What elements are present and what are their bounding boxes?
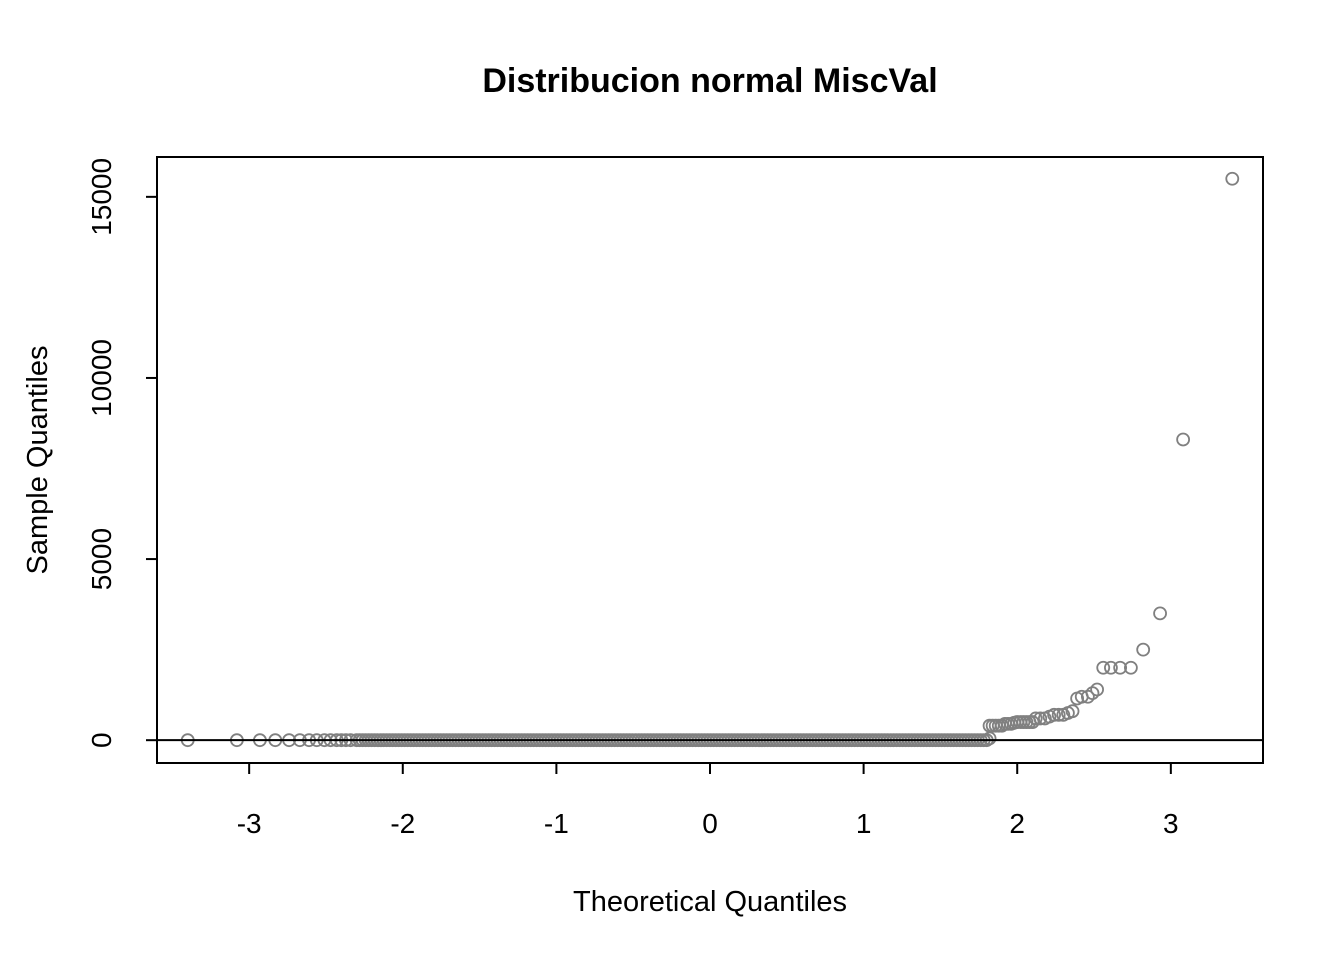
qq-point — [1225, 171, 1240, 186]
qq-point — [1090, 682, 1104, 697]
x-tick-label: -3 — [237, 808, 262, 839]
x-tick-label: 3 — [1163, 808, 1179, 839]
qq-point — [1033, 711, 1048, 726]
y-axis-label: Sample Quantiles — [22, 346, 54, 575]
qq-point — [1113, 660, 1128, 675]
qq-point — [1136, 642, 1151, 657]
data-points — [180, 171, 1240, 748]
x-tick-label: 2 — [1009, 808, 1025, 839]
y-tick-label: 10000 — [86, 339, 117, 417]
qq-point — [1104, 660, 1118, 675]
qq-point — [1025, 715, 1040, 729]
x-axis-label: Theoretical Quantiles — [573, 886, 847, 918]
x-tick-label: -2 — [390, 808, 415, 839]
y-axis: 0 5000 10000 15000 — [86, 158, 158, 748]
qq-point — [1153, 606, 1167, 621]
qq-point — [1051, 707, 1066, 722]
qq-point — [1123, 660, 1138, 675]
x-tick-label: 0 — [702, 808, 718, 839]
qq-point — [1176, 432, 1191, 447]
x-axis: -3 -2 -1 0 1 2 3 — [237, 762, 1179, 839]
qq-point — [1096, 660, 1111, 675]
qq-point — [1028, 711, 1043, 726]
qq-point — [1047, 707, 1061, 722]
qq-point — [1065, 704, 1080, 719]
chart-title: Distribucion normal MiscVal — [482, 62, 937, 100]
plot-area-frame — [156, 156, 1264, 764]
x-tick-label: 1 — [856, 808, 872, 839]
y-tick-label: 5000 — [86, 528, 117, 590]
y-tick-label: 0 — [86, 732, 117, 748]
x-tick-label: -1 — [544, 808, 569, 839]
y-tick-label: 15000 — [86, 158, 117, 236]
